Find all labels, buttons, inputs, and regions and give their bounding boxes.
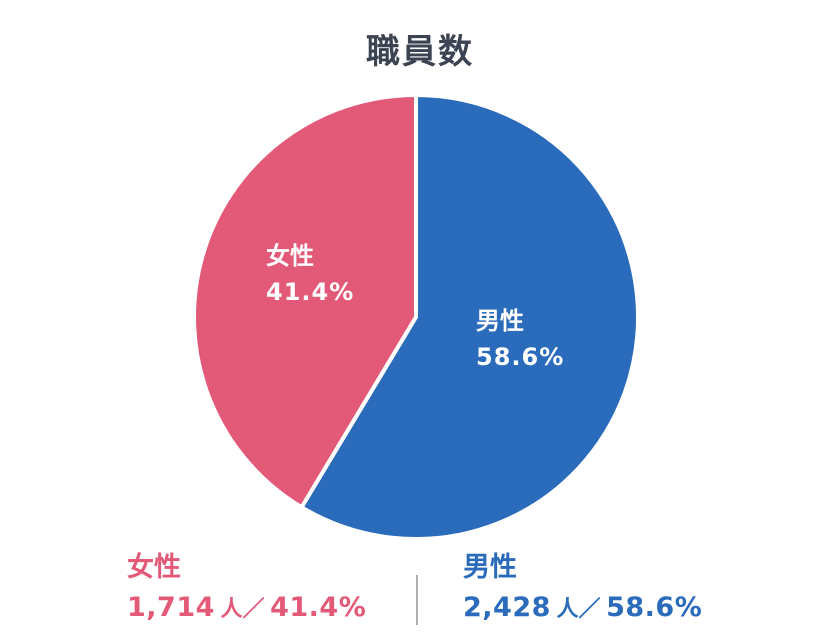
legend-male-unit: 人	[556, 597, 579, 622]
slice-label-female: 女性 41.4%	[266, 238, 354, 310]
legend-male-pct: 58.6%	[606, 592, 703, 623]
legend-female: 女性 1,714 人／ 41.4%	[127, 548, 366, 631]
legend-divider	[416, 575, 418, 625]
legend-female-separator: ／	[242, 597, 265, 622]
pie-slice-female	[192, 93, 418, 510]
slice-label-female-pct: 41.4%	[266, 278, 355, 306]
slice-label-male-name: 男性	[476, 307, 524, 335]
legend-female-count: 1,714	[127, 592, 215, 623]
legend-male-separator: ／	[578, 597, 601, 622]
chart-title: 職員数	[366, 32, 474, 72]
legend-female-unit: 人	[220, 597, 243, 622]
slice-label-male-pct: 58.6%	[476, 343, 565, 371]
pie-slice-male	[299, 93, 640, 541]
legend-female-label: 女性	[127, 552, 181, 583]
legend-male-count: 2,428	[463, 592, 551, 623]
slice-label-female-name: 女性	[266, 242, 314, 270]
legend-male-label: 男性	[463, 552, 517, 583]
slice-label-male: 男性 58.6%	[476, 303, 564, 375]
legend-female-pct: 41.4%	[270, 592, 367, 623]
legend-male: 男性 2,428 人／ 58.6%	[463, 548, 702, 631]
